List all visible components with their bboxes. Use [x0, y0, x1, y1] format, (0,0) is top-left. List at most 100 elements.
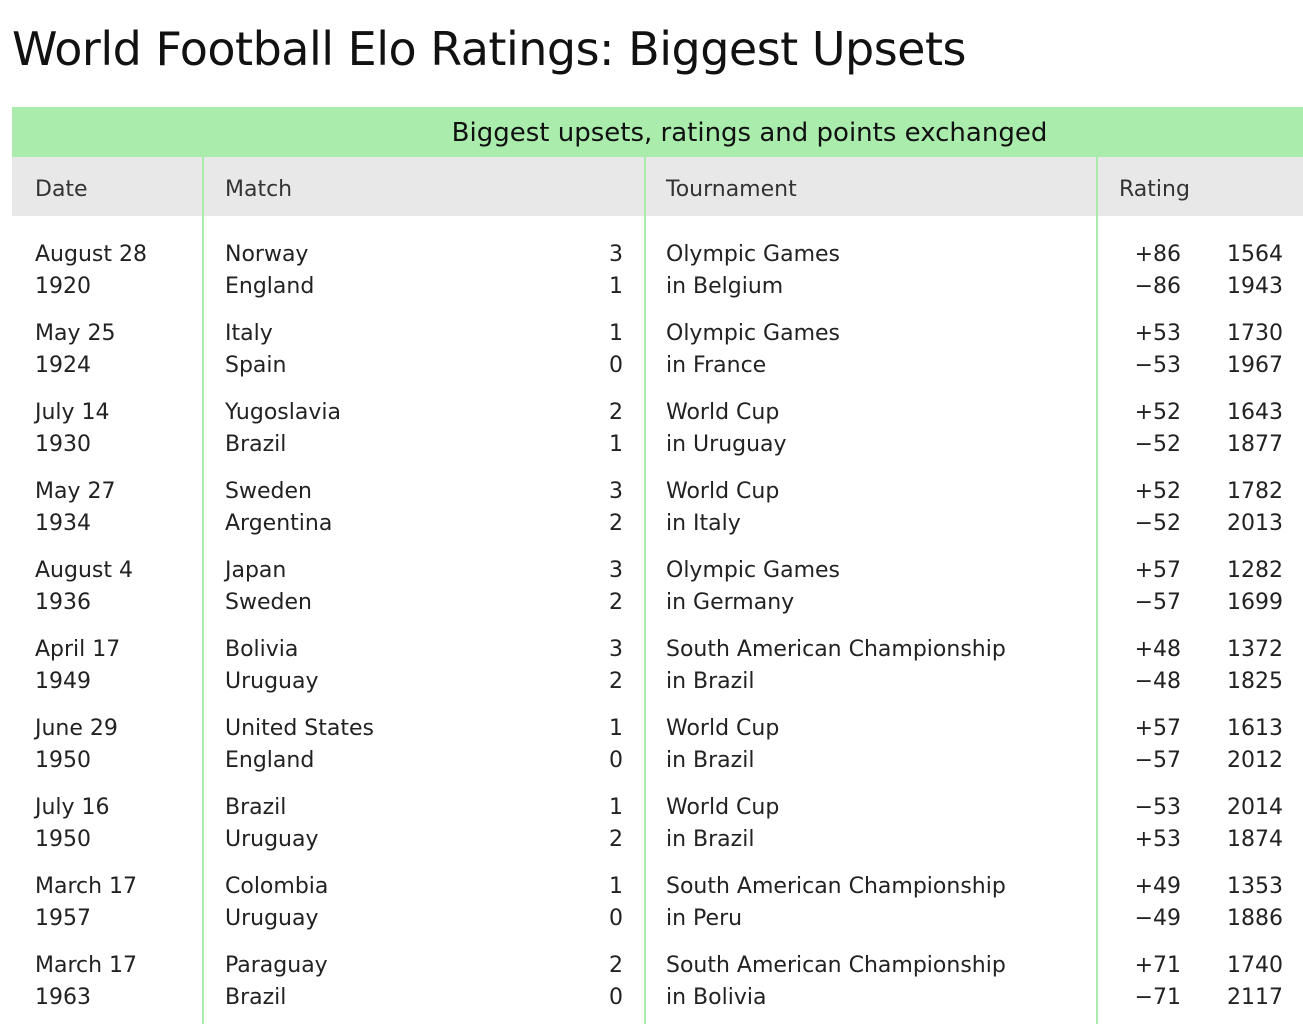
- cell-rating: 1282 1699: [1227, 555, 1283, 618]
- cell-tournament-line1: Olympic Games: [666, 321, 841, 346]
- cell-rating-line2: 1967: [1227, 352, 1283, 378]
- cell-teams-line1: Yugoslavia: [225, 400, 341, 425]
- cell-teams-line1: Sweden: [225, 479, 312, 504]
- cell-date-line1: May 25: [35, 321, 116, 346]
- page-title: World Football Elo Ratings: Biggest Upse…: [12, 22, 966, 76]
- cell-tournament-line1: South American Championship: [666, 874, 1006, 899]
- table-row: May 25 1924 Italy Spain 1 0 Olympic Games in Fr…: [12, 318, 1303, 397]
- cell-rating-line2: 1825: [1227, 668, 1283, 694]
- cell-points-exchanged-line2: −57: [1134, 747, 1181, 773]
- cell-score-line2: 2: [609, 589, 623, 615]
- cell-date-line2: 1963: [35, 984, 91, 1010]
- cell-tournament-line1: Olympic Games: [666, 242, 841, 267]
- cell-teams-line1: Colombia: [225, 874, 329, 899]
- cell-date-line2: 1936: [35, 589, 91, 615]
- cell-teams-line2: Argentina: [225, 510, 333, 536]
- cell-teams-line2: Uruguay: [225, 905, 319, 931]
- cell-date-line1: August 4: [35, 558, 133, 583]
- table-row: July 16 1950 Brazil Uruguay 1 2 World Cup in Br…: [12, 792, 1303, 871]
- cell-points-exchanged-line1: +57: [1134, 558, 1181, 583]
- cell-points-exchanged-line1: −53: [1134, 795, 1181, 820]
- cell-tournament: World Cup in Italy: [666, 476, 779, 539]
- cell-date: July 16 1950: [35, 792, 110, 855]
- cell-teams: Sweden Argentina: [225, 476, 332, 539]
- cell-date-line1: August 28: [35, 242, 147, 267]
- cell-teams-line2: Brazil: [225, 984, 287, 1010]
- cell-tournament: South American Championship in Peru: [666, 871, 1006, 934]
- cell-teams-line2: Spain: [225, 352, 287, 378]
- cell-teams: Bolivia Uruguay: [225, 634, 319, 697]
- cell-tournament-line2: in Germany: [666, 589, 795, 615]
- cell-date-line2: 1930: [35, 431, 91, 457]
- cell-score-line1: 1: [609, 795, 623, 820]
- cell-tournament-line2: in Brazil: [666, 668, 755, 694]
- cell-rating-line2: 1699: [1227, 589, 1283, 615]
- cell-rating-line2: 2012: [1227, 747, 1283, 773]
- cell-points-exchanged: +86 −86: [1135, 239, 1181, 302]
- table-header: Date Match Tournament Rating: [12, 157, 1303, 216]
- cell-teams-line1: Japan: [225, 558, 287, 583]
- cell-tournament: Olympic Games in Germany: [666, 555, 840, 618]
- cell-date-line1: June 29: [35, 716, 118, 741]
- cell-date-line2: 1949: [35, 668, 91, 694]
- cell-date-line1: May 27: [35, 479, 116, 504]
- table-row: July 14 1930 Yugoslavia Brazil 2 1 World Cup in…: [12, 397, 1303, 476]
- cell-score-line2: 0: [609, 352, 623, 378]
- cell-score-line1: 3: [609, 637, 623, 662]
- cell-tournament: World Cup in Uruguay: [666, 397, 787, 460]
- table-row: March 17 1957 Colombia Uruguay 1 0 South Ameri…: [12, 871, 1303, 950]
- cell-teams-line1: Brazil: [225, 795, 287, 820]
- cell-teams-line2: Sweden: [225, 589, 312, 615]
- cell-date: March 17 1957: [35, 871, 137, 934]
- cell-tournament-line1: South American Championship: [666, 953, 1006, 978]
- cell-date-line2: 1957: [35, 905, 91, 931]
- cell-tournament: World Cup in Brazil: [666, 713, 779, 776]
- cell-teams: Paraguay Brazil: [225, 950, 328, 1013]
- cell-tournament-line1: World Cup: [666, 400, 780, 425]
- cell-rating-line2: 2013: [1227, 510, 1283, 536]
- cell-tournament-line2: in Bolivia: [666, 984, 767, 1010]
- cell-score-line1: 2: [609, 400, 623, 425]
- cell-date: March 17 1963: [35, 950, 137, 1013]
- cell-teams-line2: Brazil: [225, 431, 287, 457]
- cell-score-line2: 1: [609, 431, 623, 457]
- cell-date-line2: 1950: [35, 747, 91, 773]
- cell-date: August 28 1920: [35, 239, 147, 302]
- cell-tournament: Olympic Games in France: [666, 318, 840, 381]
- cell-teams-line2: Uruguay: [225, 826, 319, 852]
- cell-tournament-line2: in Italy: [666, 510, 741, 536]
- cell-tournament-line2: in Brazil: [666, 826, 755, 852]
- cell-tournament-line1: World Cup: [666, 795, 780, 820]
- cell-date: May 27 1934: [35, 476, 115, 539]
- column-divider: [202, 157, 204, 1024]
- cell-score-line1: 3: [609, 558, 623, 583]
- cell-points-exchanged-line2: −52: [1134, 510, 1181, 536]
- cell-rating: 1372 1825: [1227, 634, 1283, 697]
- cell-points-exchanged: +48 −48: [1135, 634, 1181, 697]
- cell-rating-line2: 1886: [1227, 905, 1283, 931]
- cell-date-line2: 1950: [35, 826, 91, 852]
- cell-points-exchanged-line1: +71: [1134, 953, 1181, 978]
- cell-tournament-line1: World Cup: [666, 479, 780, 504]
- cell-date-line1: April 17: [35, 637, 121, 662]
- cell-rating-line1: 1782: [1227, 479, 1283, 504]
- cell-rating: 1782 2013: [1227, 476, 1283, 539]
- cell-teams: Brazil Uruguay: [225, 792, 319, 855]
- header-rating: Rating: [1119, 177, 1190, 202]
- cell-points-exchanged-line1: +52: [1134, 400, 1181, 425]
- table-row: August 28 1920 Norway England 3 1 Olympic Game…: [12, 239, 1303, 318]
- cell-tournament-line2: in Belgium: [666, 273, 784, 299]
- header-tournament: Tournament: [666, 177, 797, 202]
- cell-rating-line1: 1353: [1227, 874, 1283, 899]
- cell-tournament-line1: World Cup: [666, 716, 780, 741]
- cell-points-exchanged-line1: +53: [1134, 321, 1181, 346]
- cell-points-exchanged-line2: −71: [1134, 984, 1181, 1010]
- cell-rating-line1: 1613: [1227, 716, 1283, 741]
- cell-teams-line2: Uruguay: [225, 668, 319, 694]
- cell-points-exchanged-line2: −53: [1134, 352, 1181, 378]
- cell-teams-line1: Paraguay: [225, 953, 328, 978]
